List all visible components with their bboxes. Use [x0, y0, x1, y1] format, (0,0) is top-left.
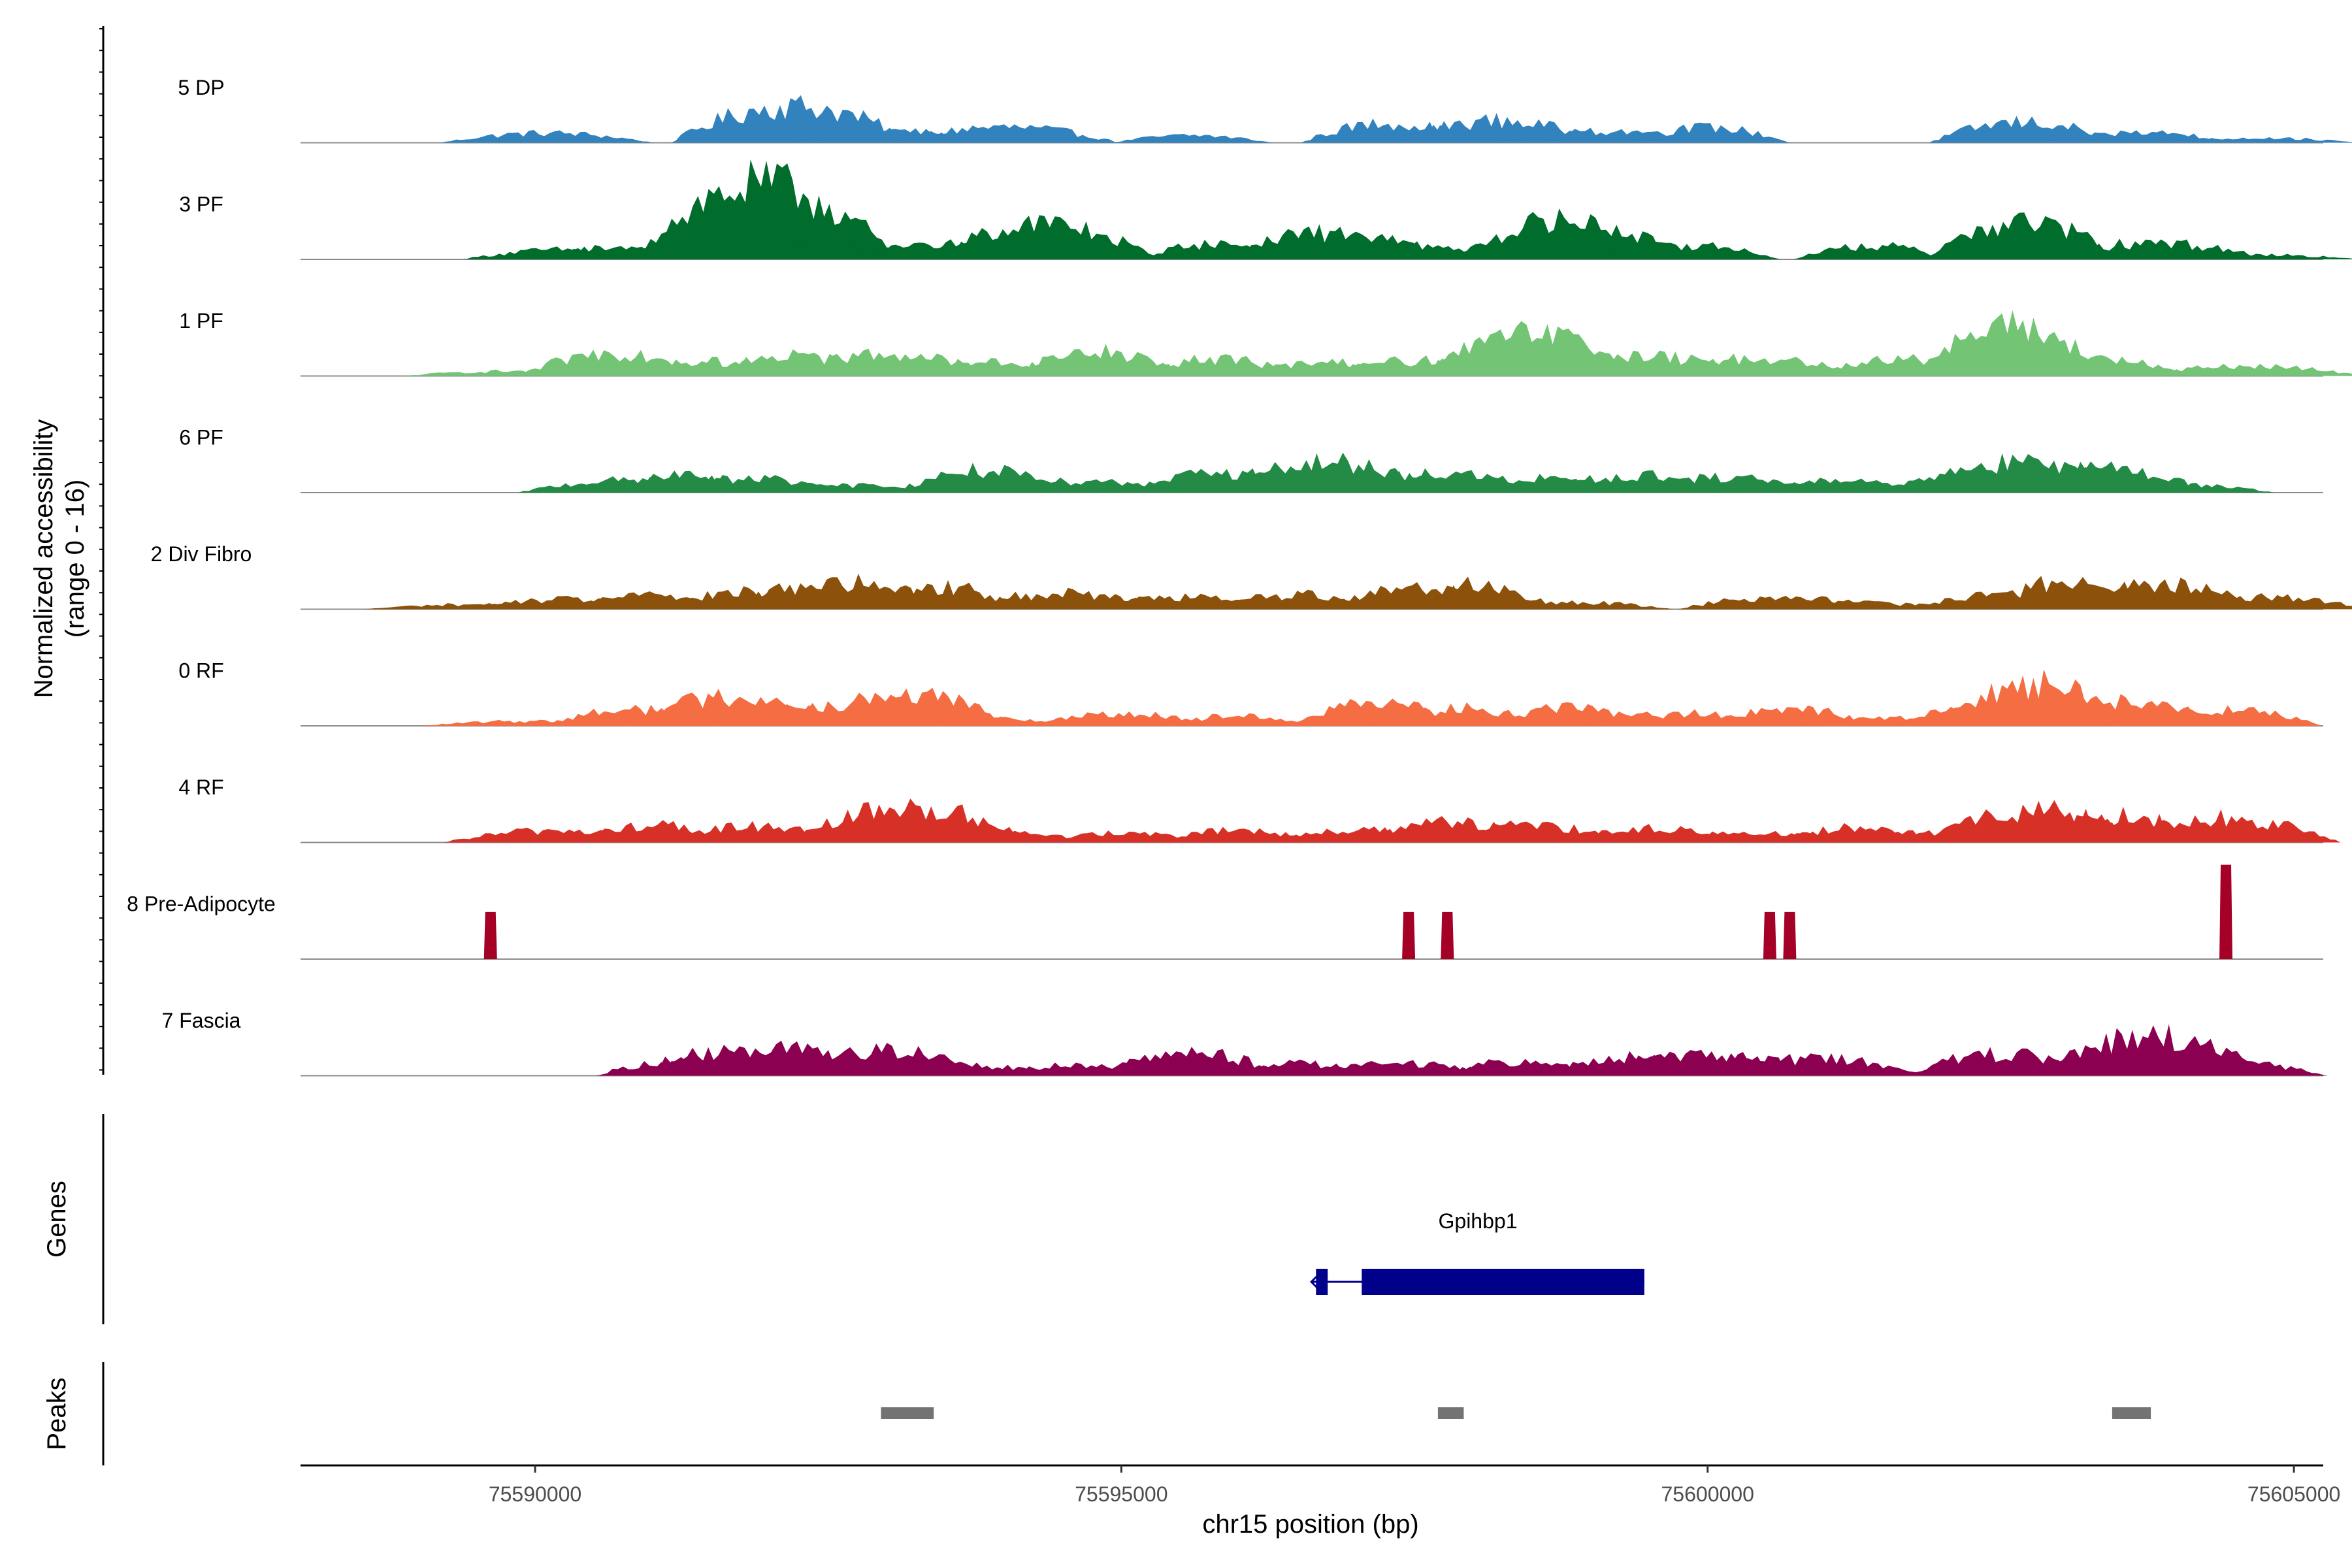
coverage-peak [1293, 1060, 1512, 1076]
coverage-peak [1587, 241, 1782, 259]
coverage-peak [1461, 600, 1673, 610]
track-label: 2 Div Fibro [151, 542, 252, 566]
peak-region [881, 1407, 934, 1419]
coverage-peak [1625, 122, 1790, 143]
track-label: 5 DP [178, 76, 224, 99]
track-7-fascia: 7 Fascia [162, 1009, 2328, 1077]
peak-track [881, 1407, 2151, 1419]
coverage-peak [2145, 593, 2352, 610]
track-3-pf: 3 PF [179, 159, 2352, 260]
x-tick-label: 75595000 [1075, 1482, 1168, 1506]
track-label: 3 PF [179, 193, 223, 216]
coverage-peak [670, 95, 916, 143]
coverage-peak [919, 215, 1160, 259]
coverage-peak [1793, 242, 1951, 259]
coverage-peak [1441, 911, 1454, 959]
x-tick-label: 75600000 [1661, 1482, 1754, 1506]
track-8-pre-adipocyte: 8 Pre-Adipocyte [127, 864, 2323, 960]
coverage-peak [1417, 321, 1647, 376]
coverage-peak [1913, 310, 2112, 376]
x-tick-label: 75605000 [2247, 1482, 2340, 1506]
coverage-peak [1640, 353, 1869, 376]
track-0-rf: 0 RF [178, 659, 2323, 727]
coverage-peak [2219, 864, 2233, 959]
coverage-peak [1402, 911, 1416, 959]
x-axis-title: chr15 position (bp) [1202, 1510, 1418, 1539]
coverage-peak [2036, 130, 2246, 143]
track-label: 0 RF [178, 659, 223, 683]
coverage-peak [1111, 134, 1273, 143]
coverage-peak [1039, 830, 1203, 843]
track-label: 7 Fascia [162, 1009, 241, 1032]
coverage-peak [629, 159, 898, 259]
y-axis-title-line1: Normalized accessibility [29, 419, 58, 698]
coverage-peak [1749, 599, 1948, 610]
gene-exon [1316, 1269, 1328, 1295]
gene-name-label: Gpihbp1 [1439, 1209, 1518, 1233]
coverage-peak [1783, 911, 1797, 959]
track-2-div-fibro: 2 Div Fibro [151, 542, 2352, 610]
track-5-dp: 5 DP [178, 76, 2352, 144]
coverage-peak [2022, 1024, 2284, 1076]
coverage-peak [893, 463, 1068, 493]
accessibility-y-axis [99, 26, 105, 1075]
track-label: 4 RF [178, 776, 223, 799]
peaks-track-title: Peaks [42, 1377, 71, 1450]
coverage-peak [483, 911, 497, 959]
coverage-peak [2102, 483, 2275, 493]
coverage-peak [1030, 711, 1213, 726]
track-1-pf: 1 PF [179, 309, 2352, 377]
track-label: 8 Pre-Adipocyte [127, 892, 276, 916]
coverage-peak [1390, 576, 1557, 610]
track-label: 1 PF [179, 309, 223, 333]
gene-strand-arrow [1309, 1274, 1319, 1290]
coverage-peak [2002, 461, 2211, 493]
coverage-peak [1436, 820, 1627, 843]
coverage-peak [1149, 713, 1329, 726]
x-axis: 75590000 75595000 75600000 75605000 [489, 1465, 2340, 1506]
coverage-peak [440, 130, 653, 143]
coverage-peak [2036, 238, 2270, 259]
coverage-peak [1704, 705, 1876, 726]
coverage-peak [1701, 1053, 1925, 1076]
coverage-peak [1154, 826, 1322, 843]
coverage-peak [2129, 363, 2352, 376]
peak-region [1437, 1407, 1464, 1419]
gene-exon [1362, 1269, 1644, 1295]
peak-region [2112, 1407, 2151, 1419]
coverage-peak [2100, 705, 2323, 726]
coverage-peak [889, 124, 1120, 143]
x-tick-label: 75590000 [489, 1482, 581, 1506]
coverage-peak [993, 477, 1179, 493]
coverage-peak [781, 687, 1017, 726]
track-6-pf: 6 PF [179, 426, 2323, 493]
coverage-peak [1763, 911, 1776, 959]
gene-track: Gpihbp1 [1309, 1209, 1644, 1295]
genes-track-title: Genes [42, 1181, 71, 1258]
coverage-peak [915, 829, 1093, 843]
coverage-peak [2106, 809, 2341, 843]
coverage-peak [648, 474, 844, 493]
coverage-peak [1005, 344, 1190, 376]
coverage-peak [1449, 208, 1685, 259]
y-axis-title-line2: (range 0 - 16) [61, 480, 90, 638]
coverage-peak [785, 798, 1036, 843]
coverage-tracks: 5 DP 3 PF 1 PF 6 PF 2 Div Fibro 0 RF 4 RF 8 Pre… [127, 76, 2352, 1077]
coverage-peak [1923, 212, 2125, 259]
coverage-peak [2157, 253, 2352, 259]
coverage-peak [2013, 355, 2200, 376]
coverage-peak [2142, 1060, 2328, 1076]
track-label: 6 PF [179, 426, 223, 449]
coverage-peak [2159, 137, 2352, 143]
track-4-rf: 4 RF [178, 776, 2341, 843]
coverage-peak [1121, 354, 1309, 376]
